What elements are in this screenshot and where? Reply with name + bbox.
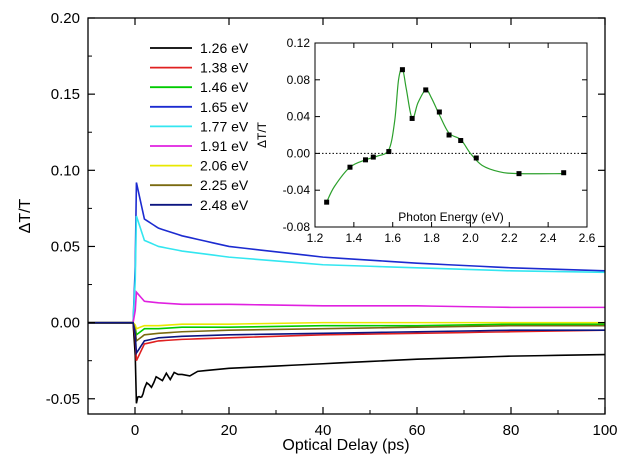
series-line-5 bbox=[88, 215, 606, 324]
main-y-tick-label: 0.00 bbox=[51, 315, 80, 332]
inset-data-point bbox=[409, 115, 415, 121]
inset-x-axis-title: Photon Energy (eV) bbox=[398, 210, 503, 224]
main-y-tick-label: -0.05 bbox=[46, 391, 80, 408]
legend-entry: 1.26 eV bbox=[200, 40, 249, 56]
inset-data-point bbox=[370, 154, 376, 160]
inset-x-tick-label: 1.8 bbox=[423, 231, 440, 245]
main-y-axis-title: ΔT/T bbox=[17, 198, 34, 233]
main-plot-frame bbox=[87, 17, 606, 415]
inset-x-tick-label: 2.6 bbox=[579, 231, 596, 245]
inset-data-point bbox=[516, 171, 522, 177]
inset-data-point bbox=[458, 138, 464, 144]
series-line-4 bbox=[88, 182, 606, 324]
main-y-tick-label: 0.10 bbox=[51, 162, 80, 179]
inset-plot: 1.2 1.4 1.6 1.8 2.0 2.2 2.4 2.6 -0.08 -0.04 0.00 0… bbox=[255, 36, 596, 245]
legend: 1.26 eV 1.38 eV 1.46 eV 1.65 eV 1.77 eV 1.91 … bbox=[150, 40, 249, 213]
main-y-tick-label: 0.20 bbox=[51, 10, 80, 27]
series-line-1 bbox=[88, 322, 606, 404]
inset-y-tick-label: 0.04 bbox=[287, 110, 311, 124]
main-x-ticks: 0 20 40 60 80 100 bbox=[87, 18, 618, 439]
main-x-tick-label: 40 bbox=[315, 422, 332, 439]
inset-data-point bbox=[561, 170, 567, 176]
main-x-axis-title: Optical Delay (ps) bbox=[282, 437, 409, 454]
inset-data-point bbox=[399, 67, 405, 73]
inset-data-point bbox=[473, 155, 479, 161]
inset-x-tick-label: 1.2 bbox=[307, 231, 324, 245]
main-series-lines bbox=[88, 182, 606, 404]
inset-x-tick-label: 2.0 bbox=[462, 231, 479, 245]
legend-entry: 1.65 eV bbox=[200, 99, 249, 115]
main-y-ticks: -0.05 0.00 0.05 0.10 0.15 0.20 bbox=[46, 10, 605, 408]
series-line-7 bbox=[88, 321, 605, 330]
inset-data-points bbox=[324, 67, 567, 205]
inset-frame bbox=[314, 42, 588, 228]
inset-x-tick-label: 1.4 bbox=[346, 231, 363, 245]
legend-entry: 1.38 eV bbox=[200, 60, 249, 76]
inset-data-point bbox=[436, 109, 442, 115]
main-x-tick-label: 80 bbox=[503, 422, 520, 439]
inset-data-point bbox=[386, 149, 392, 155]
inset-data-point bbox=[363, 157, 369, 163]
inset-y-tick-label: 0.12 bbox=[287, 36, 311, 50]
main-x-tick-label: 0 bbox=[131, 422, 139, 439]
inset-x-tick-label: 1.6 bbox=[384, 231, 401, 245]
series-line-9 bbox=[88, 321, 605, 356]
legend-entry: 1.46 eV bbox=[200, 79, 249, 95]
legend-entry: 1.91 eV bbox=[200, 138, 249, 154]
inset-data-point bbox=[347, 164, 353, 170]
inset-y-tick-label: 0.08 bbox=[287, 73, 311, 87]
series-line-3 bbox=[88, 321, 605, 337]
main-plot: 0 20 40 60 80 100 -0.05 0.00 0.05 0.10 0.15 0.20 O… bbox=[17, 10, 618, 454]
inset-y-tick-label: 0.00 bbox=[287, 146, 311, 160]
main-x-tick-label: 60 bbox=[409, 422, 426, 439]
inset-data-point bbox=[324, 199, 330, 205]
main-y-tick-label: 0.05 bbox=[51, 238, 80, 255]
inset-data-point bbox=[446, 132, 452, 138]
legend-entry: 1.77 eV bbox=[200, 118, 249, 134]
inset-data-point bbox=[423, 87, 429, 93]
main-x-tick-label: 20 bbox=[221, 422, 238, 439]
inset-y-axis-title: ΔT/T bbox=[255, 121, 269, 148]
series-line-8 bbox=[88, 321, 605, 343]
inset-y-tick-label: -0.04 bbox=[283, 183, 311, 197]
inset-y-tick-label: -0.08 bbox=[283, 220, 311, 234]
inset-x-tick-label: 2.2 bbox=[501, 231, 518, 245]
series-line-2 bbox=[88, 321, 606, 362]
legend-entry: 2.25 eV bbox=[200, 177, 249, 193]
main-x-tick-label: 100 bbox=[592, 422, 617, 439]
main-y-tick-label: 0.15 bbox=[51, 86, 80, 103]
inset-x-tick-label: 2.4 bbox=[540, 231, 557, 245]
legend-entry: 2.06 eV bbox=[200, 158, 249, 174]
legend-entry: 2.48 eV bbox=[200, 197, 249, 213]
series-line-6 bbox=[88, 290, 605, 324]
inset-x-ticks: 1.2 1.4 1.6 1.8 2.0 2.2 2.4 2.6 bbox=[307, 43, 596, 245]
inset-y-ticks: -0.08 -0.04 0.00 0.04 0.08 0.12 bbox=[283, 36, 587, 234]
